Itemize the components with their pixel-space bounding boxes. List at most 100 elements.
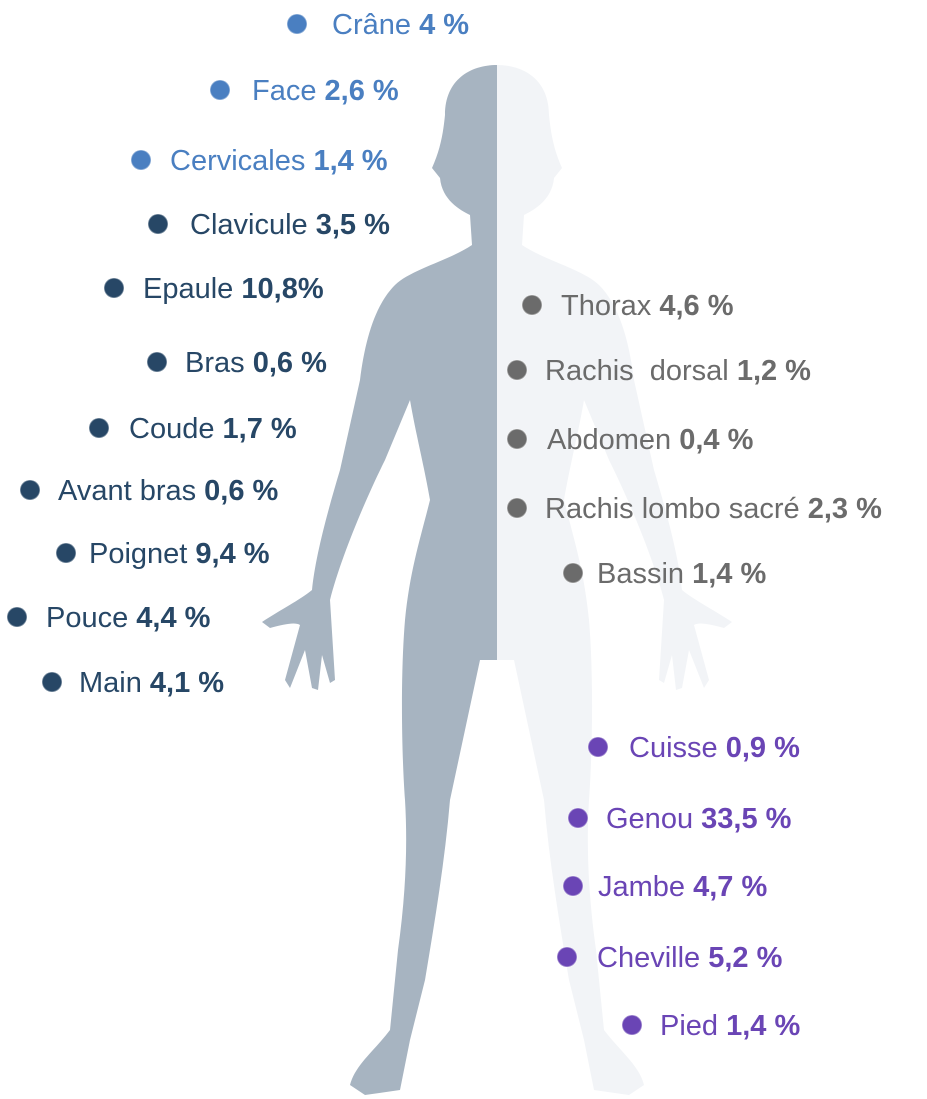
label-text: Cuisse 0,9 %: [629, 732, 800, 764]
marker-dot: [56, 543, 76, 563]
part-value: 4 %: [419, 9, 469, 41]
marker-dot: [131, 150, 151, 170]
body-part-label: Pouce 4,4 %: [7, 602, 211, 634]
marker-dot: [104, 278, 124, 298]
part-name: Rachis dorsal: [545, 355, 729, 387]
body-part-label: Coude 1,7 %: [89, 413, 297, 445]
label-text: Bras 0,6 %: [185, 347, 327, 379]
part-value: 3,5 %: [316, 209, 390, 241]
part-value: 4,4 %: [136, 602, 210, 634]
body-part-label: Poignet 9,4 %: [56, 538, 270, 570]
part-value: 5,2 %: [708, 942, 782, 974]
body-part-label: Bassin 1,4 %: [563, 558, 766, 590]
body-part-label: Rachis dorsal 1,2 %: [507, 355, 811, 387]
label-text: Crâne 4 %: [332, 9, 469, 41]
part-name: Thorax: [561, 290, 652, 322]
marker-dot: [210, 80, 230, 100]
body-part-label: Pied 1,4 %: [622, 1010, 800, 1042]
part-value: 4,1 %: [150, 667, 224, 699]
part-value: 9,4 %: [195, 538, 269, 570]
part-value: 1,4 %: [726, 1010, 800, 1042]
label-text: Abdomen 0,4 %: [547, 424, 754, 456]
marker-dot: [148, 214, 168, 234]
marker-dot: [507, 360, 527, 380]
part-value: 10,8%: [241, 273, 323, 305]
body-part-label: Genou 33,5 %: [568, 803, 792, 835]
body-part-label: Main 4,1 %: [42, 667, 224, 699]
part-value: 0,9 %: [726, 732, 800, 764]
body-part-label: Jambe 4,7 %: [563, 871, 767, 903]
body-part-label: Face 2,6 %: [210, 75, 399, 107]
body-part-label: Rachis lombo sacré 2,3 %: [507, 493, 882, 525]
part-name: Crâne: [332, 9, 411, 41]
marker-dot: [42, 672, 62, 692]
part-name: Abdomen: [547, 424, 671, 456]
label-text: Rachis lombo sacré 2,3 %: [545, 493, 882, 525]
body-part-label: Crâne 4 %: [287, 9, 469, 41]
marker-dot: [622, 1015, 642, 1035]
part-value: 1,2 %: [737, 355, 811, 387]
marker-dot: [563, 876, 583, 896]
label-text: Pouce 4,4 %: [46, 602, 211, 634]
part-value: 2,3 %: [808, 493, 882, 525]
part-name: Epaule: [143, 273, 233, 305]
marker-dot: [507, 429, 527, 449]
marker-dot: [522, 295, 542, 315]
label-text: Poignet 9,4 %: [89, 538, 270, 570]
part-value: 33,5 %: [701, 803, 791, 835]
label-text: Cheville 5,2 %: [597, 942, 783, 974]
body: {"labels": [ {"name": "Crâne", "value": …: [0, 0, 927, 1099]
label-text: Avant bras 0,6 %: [58, 475, 279, 507]
marker-dot: [507, 498, 527, 518]
marker-dot: [563, 563, 583, 583]
infographic: Crâne 4 %Face 2,6 %Cervicales 1,4 %Clavi…: [0, 0, 927, 1099]
part-value: 0,6 %: [253, 347, 327, 379]
part-name: Cheville: [597, 942, 700, 974]
body-part-label: Epaule 10,8%: [104, 273, 324, 305]
body-part-label: Avant bras 0,6 %: [20, 475, 279, 507]
part-name: Pouce: [46, 602, 128, 634]
part-name: Coude: [129, 413, 214, 445]
part-name: Genou: [606, 803, 693, 835]
marker-dot: [89, 418, 109, 438]
part-name: Cuisse: [629, 732, 718, 764]
body-part-label: Bras 0,6 %: [147, 347, 327, 379]
part-value: 4,7 %: [693, 871, 767, 903]
part-value: 4,6 %: [659, 290, 733, 322]
part-name: Bras: [185, 347, 245, 379]
part-name: Clavicule: [190, 209, 308, 241]
marker-dot: [568, 808, 588, 828]
body-part-label: Cervicales 1,4 %: [131, 145, 388, 177]
marker-dot: [287, 14, 307, 34]
body-part-label: Clavicule 3,5 %: [148, 209, 390, 241]
part-name: Jambe: [598, 871, 685, 903]
label-text: Jambe 4,7 %: [598, 871, 767, 903]
part-name: Pied: [660, 1010, 718, 1042]
label-text: Coude 1,7 %: [129, 413, 297, 445]
part-name: Face: [252, 75, 316, 107]
part-name: Bassin: [597, 558, 684, 590]
part-name: Rachis lombo sacré: [545, 493, 800, 525]
body-part-label: Cuisse 0,9 %: [588, 732, 800, 764]
part-value: 0,4 %: [679, 424, 753, 456]
part-value: 2,6 %: [325, 75, 399, 107]
part-name: Avant bras: [58, 475, 196, 507]
label-text: Face 2,6 %: [252, 75, 399, 107]
label-text: Pied 1,4 %: [660, 1010, 800, 1042]
marker-dot: [147, 352, 167, 372]
part-value: 1,4 %: [313, 145, 387, 177]
part-value: 1,7 %: [223, 413, 297, 445]
part-name: Main: [79, 667, 142, 699]
label-text: Main 4,1 %: [79, 667, 224, 699]
label-text: Genou 33,5 %: [606, 803, 792, 835]
page: Body injury distribution html, body { ma…: [0, 0, 927, 1099]
part-name: Cervicales: [170, 145, 305, 177]
part-name: Poignet: [89, 538, 187, 570]
marker-dot: [557, 947, 577, 967]
label-text: Clavicule 3,5 %: [190, 209, 390, 241]
label-text: Cervicales 1,4 %: [170, 145, 388, 177]
marker-dot: [588, 737, 608, 757]
label-text: Bassin 1,4 %: [597, 558, 766, 590]
part-value: 0,6 %: [204, 475, 278, 507]
label-text: Rachis dorsal 1,2 %: [545, 355, 811, 387]
